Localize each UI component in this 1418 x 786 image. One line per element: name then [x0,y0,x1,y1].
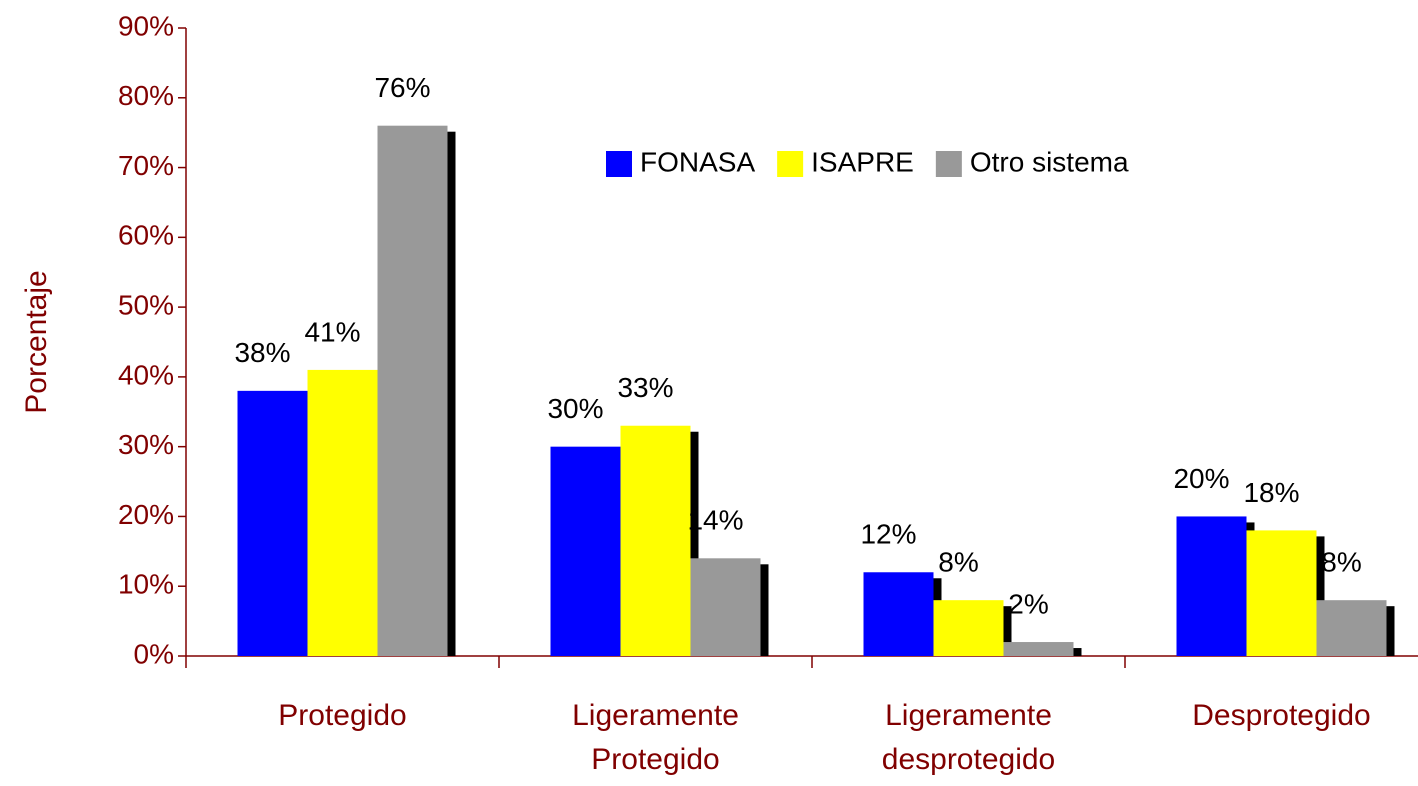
y-tick-label: 20% [118,499,174,530]
bar [550,446,621,656]
value-label: 8% [1321,547,1361,578]
bar [237,390,308,656]
legend-label: FONASA [640,146,755,177]
x-tick-label: Desprotegido [1192,699,1371,732]
x-tick-label: Protegido [278,699,407,732]
value-label: 76% [374,72,430,103]
value-label: 38% [234,337,290,368]
x-tick-label: Ligeramente desprotegido [881,699,1056,776]
value-label: 12% [860,519,916,550]
y-tick-label: 60% [118,220,174,251]
value-label: 8% [938,547,978,578]
value-label: 41% [304,316,360,347]
y-axis-title: Porcentaje [20,270,53,413]
y-tick-label: 10% [118,569,174,600]
y-tick-label: 90% [118,10,174,41]
y-tick-label: 50% [118,290,174,321]
legend-swatch [935,151,962,177]
bar [1246,530,1317,656]
bar [933,600,1004,656]
value-label: 18% [1243,477,1299,508]
bar [863,572,934,656]
value-label: 14% [687,505,743,536]
y-tick-label: 80% [118,80,174,111]
bar [377,125,448,656]
bar [1176,516,1247,656]
legend-label: ISAPRE [811,146,914,177]
bar [1003,642,1074,656]
legend-swatch [606,151,632,177]
y-tick-label: 40% [118,359,174,390]
value-label: 30% [547,393,603,424]
bar [620,425,691,656]
legend-label: Otro sistema [970,146,1129,177]
x-tick-label: Ligeramente Protegido [572,699,739,776]
y-tick-label: 30% [118,429,174,460]
legend-swatch [777,151,804,177]
bar [1316,600,1387,656]
value-label: 2% [1008,588,1048,619]
value-label: 20% [1173,463,1229,494]
bar [690,558,761,656]
bar [307,369,378,656]
y-tick-label: 0% [134,638,174,669]
y-tick-label: 70% [118,150,174,181]
value-label: 33% [617,372,673,403]
